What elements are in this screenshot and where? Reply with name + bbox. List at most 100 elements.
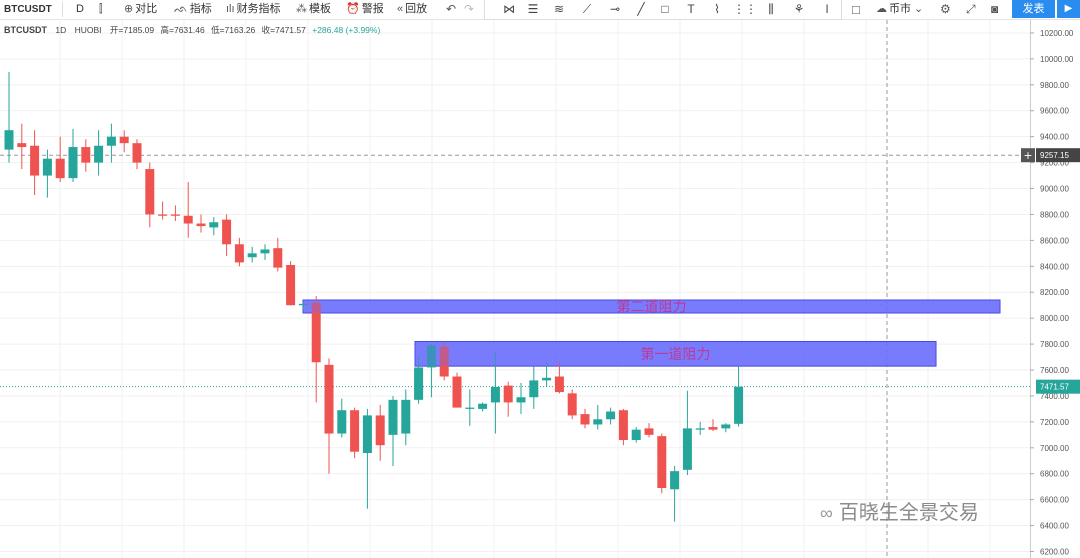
- brush-icon: ⟋: [582, 2, 592, 16]
- candle-body: [490, 386, 500, 403]
- more-icon: ǀ: [825, 2, 829, 16]
- price-tick-label: 7800.00: [1040, 340, 1069, 349]
- candle: [580, 408, 590, 429]
- currency-dropdown[interactable]: ☁ 币市 ⌄: [876, 0, 925, 19]
- candle-style-button[interactable]: ⫿: [99, 0, 105, 19]
- brush-tool-button[interactable]: ⟋: [575, 0, 599, 18]
- replay-button[interactable]: «回放: [397, 0, 427, 19]
- more-tools-button[interactable]: ǀ: [815, 0, 839, 18]
- candle: [324, 358, 334, 474]
- candle: [68, 128, 78, 183]
- toolbar-divider: [62, 2, 63, 17]
- price-tick-label: 9400.00: [1040, 133, 1069, 142]
- settings-button[interactable]: ⚙: [940, 0, 953, 19]
- rectangle-tool-button[interactable]: □: [653, 0, 677, 18]
- candle-body: [17, 143, 27, 148]
- indicators-button[interactable]: ᨒ 指标: [174, 0, 212, 19]
- candle: [286, 261, 296, 306]
- legend-exchange: HUOBI: [74, 25, 102, 35]
- indicators-label: 指标: [189, 3, 212, 15]
- rectangle-icon: □: [661, 2, 669, 16]
- layout-button[interactable]: □: [852, 0, 862, 19]
- legend-close: 收=7471.57: [261, 25, 306, 35]
- candle-body: [350, 410, 360, 452]
- publish-button[interactable]: 发表: [1012, 0, 1055, 18]
- candle-body: [439, 346, 449, 377]
- candle-body: [452, 376, 462, 408]
- pattern-icon: ⋈: [503, 2, 515, 16]
- resistance-zone-overlay: [303, 300, 1000, 313]
- bars-icon: ⫼: [768, 2, 774, 16]
- candle: [465, 389, 475, 426]
- candle: [490, 351, 500, 434]
- trendline-icon: ╱: [637, 2, 645, 16]
- text-tool-button[interactable]: T: [679, 0, 703, 18]
- compare-button[interactable]: ⊕ 对比: [124, 0, 157, 19]
- candle-body: [30, 145, 40, 176]
- crosshair-price-box: [1036, 148, 1080, 163]
- resistance-zone-label: 第一道阻力: [641, 346, 711, 362]
- financial-indicators-button[interactable]: ılı 财务指标: [226, 0, 281, 19]
- financial-icon: ılı: [226, 3, 235, 15]
- symbol-button[interactable]: BTCUSDT: [4, 4, 52, 15]
- interval-button[interactable]: D: [76, 3, 84, 15]
- candle-body: [708, 427, 718, 430]
- redo-button[interactable]: ↷: [464, 0, 476, 19]
- crosshair-add-box: [1021, 148, 1035, 163]
- candle: [426, 344, 436, 398]
- cloud-icon: ☁: [876, 3, 887, 15]
- candle: [17, 123, 27, 170]
- undo-button[interactable]: ↶: [446, 0, 458, 19]
- pattern-tool-button[interactable]: ⋈: [497, 0, 521, 18]
- candle: [734, 365, 744, 427]
- watermark: ∞ 百晓生全景交易: [820, 496, 979, 525]
- ray-tool-button[interactable]: ⊸: [603, 0, 627, 18]
- candle-body: [286, 265, 296, 306]
- candle: [311, 296, 321, 403]
- price-tick-label: 6200.00: [1040, 548, 1069, 557]
- bars-tool-button[interactable]: ⫼: [759, 0, 783, 18]
- gann-tool-button[interactable]: ≋: [547, 0, 571, 18]
- candle-body: [209, 222, 219, 228]
- candle-body: [516, 397, 526, 403]
- wechat-icon: ∞: [820, 503, 833, 523]
- candle-body: [554, 376, 564, 393]
- chevron-down-icon: ⌄: [914, 3, 924, 15]
- candle-body: [81, 147, 91, 163]
- candle-body: [311, 302, 321, 363]
- plus-icon: +: [1023, 149, 1032, 162]
- candle: [30, 130, 40, 196]
- top-toolbar: BTCUSDT D ⫿ ⊕ 对比 ᨒ 指标 ılı 财务指标 ⁂ 模板 ⏰ 警报 «回放 …: [0, 0, 1080, 20]
- publish-play-button[interactable]: ▶: [1057, 0, 1080, 18]
- candle-body: [183, 215, 193, 224]
- price-tick-label: 8800.00: [1040, 210, 1069, 219]
- fib-tool-button[interactable]: ☰: [521, 0, 545, 18]
- last-price-marker: 7471.57: [1036, 379, 1080, 394]
- candle: [273, 237, 283, 272]
- shapes-tool-button[interactable]: ⚘: [787, 0, 811, 18]
- price-tick-label: 9000.00: [1040, 185, 1069, 194]
- price-tick-label: 8600.00: [1040, 236, 1069, 245]
- shapes-icon: ⚘: [793, 2, 805, 16]
- candle: [606, 407, 616, 425]
- fullscreen-button[interactable]: ⤢: [966, 0, 978, 19]
- alerts-button[interactable]: ⏰ 警报: [346, 0, 384, 19]
- price-tick-label: 6800.00: [1040, 470, 1069, 479]
- candle: [375, 405, 385, 461]
- candle: [503, 381, 513, 417]
- candle: [94, 130, 104, 176]
- candle-body: [388, 399, 398, 435]
- legend-low: 低=7163.26: [211, 25, 256, 35]
- candle-body: [4, 130, 14, 150]
- screenshot-button[interactable]: ◙: [991, 0, 1000, 19]
- price-tick-label: 7600.00: [1040, 366, 1069, 375]
- path-tool-button[interactable]: ⌇: [705, 0, 729, 18]
- templates-button[interactable]: ⁂ 模板: [296, 0, 331, 19]
- price-tick-label: 9600.00: [1040, 107, 1069, 116]
- candle: [337, 398, 347, 438]
- candle: [196, 214, 206, 233]
- trendline-tool-button[interactable]: ╱: [629, 0, 653, 18]
- candle-body: [298, 303, 308, 306]
- projection-tool-button[interactable]: ⋮⋮: [733, 0, 757, 18]
